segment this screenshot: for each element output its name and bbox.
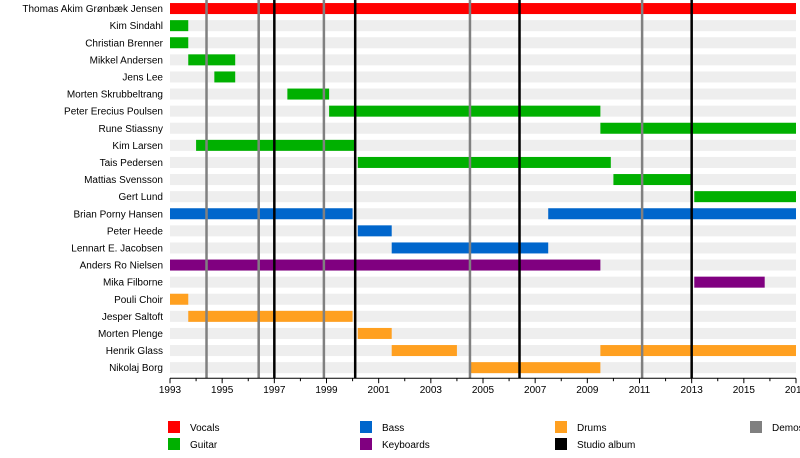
membership-bar bbox=[469, 362, 601, 374]
x-tick-label: 2007 bbox=[524, 385, 547, 396]
legend-label: Guitar bbox=[190, 440, 218, 451]
member-label: Morten Plenge bbox=[98, 329, 163, 340]
row-band bbox=[170, 174, 796, 186]
member-label: Mika Filborne bbox=[103, 278, 163, 289]
member-label: Rune Stiassny bbox=[99, 124, 163, 135]
member-label: Tais Pedersen bbox=[100, 158, 163, 169]
x-tick-label: 2005 bbox=[472, 385, 495, 396]
legend-swatch bbox=[360, 421, 372, 433]
legend-swatch bbox=[750, 421, 762, 433]
membership-bar bbox=[357, 156, 611, 168]
member-label: Thomas Akim Grønbæk Jensen bbox=[22, 4, 163, 15]
legend-swatch bbox=[168, 421, 180, 433]
legend-swatch bbox=[360, 438, 372, 450]
legend-swatch bbox=[555, 421, 567, 433]
row-band bbox=[170, 122, 796, 134]
membership-bar bbox=[600, 122, 796, 134]
membership-bar bbox=[600, 345, 796, 357]
legend: Vocals Guitar Bass Keyboards Drums Studio alb… bbox=[168, 421, 800, 451]
x-tick-label: 2001 bbox=[368, 385, 391, 396]
legend-label: Bass bbox=[382, 423, 404, 434]
x-tick-label: 1993 bbox=[159, 385, 182, 396]
x-tick-label: 2003 bbox=[420, 385, 443, 396]
x-tick-label: 2015 bbox=[733, 385, 756, 396]
x-axis: 1993 1995 1997 1999 2001 2003 2005 2007 2009 2011… bbox=[159, 377, 800, 396]
x-tick-label: 1995 bbox=[211, 385, 234, 396]
member-label: Jens Lee bbox=[122, 72, 163, 83]
member-label: Morten Skrubbeltrang bbox=[67, 90, 163, 101]
member-label: Peter Heede bbox=[107, 226, 164, 237]
member-labels: Thomas Akim Grønbæk Jensen Kim Sindahl Chr… bbox=[22, 4, 163, 374]
x-tick-label: 2011 bbox=[629, 385, 651, 396]
x-tick-label: 2017 bbox=[785, 385, 800, 396]
membership-bar bbox=[329, 105, 601, 117]
row-band bbox=[170, 139, 796, 151]
membership-bar bbox=[694, 276, 765, 288]
member-label: Brian Porny Hansen bbox=[74, 209, 164, 220]
membership-bar bbox=[214, 71, 236, 83]
legend-swatch bbox=[168, 438, 180, 450]
membership-bar bbox=[188, 54, 236, 66]
membership-bar bbox=[694, 191, 796, 203]
row-band bbox=[170, 310, 796, 322]
membership-bar bbox=[287, 88, 330, 100]
x-tick-label: 2009 bbox=[576, 385, 599, 396]
member-label: Henrik Glass bbox=[106, 346, 163, 357]
membership-bar bbox=[170, 208, 353, 220]
membership-bar bbox=[170, 37, 189, 49]
member-label: Jesper Saltoft bbox=[102, 312, 163, 323]
membership-bar bbox=[196, 139, 356, 151]
legend-label: Studio album bbox=[577, 440, 635, 451]
member-label: Lennart E. Jacobsen bbox=[71, 243, 163, 254]
legend-swatch bbox=[555, 438, 567, 450]
legend-label: Demos bbox=[772, 423, 800, 434]
legend-label: Vocals bbox=[190, 423, 219, 434]
membership-bar bbox=[170, 259, 601, 271]
row-band bbox=[170, 191, 796, 203]
member-label: Mikkel Andersen bbox=[90, 55, 163, 66]
member-label: Mattias Svensson bbox=[84, 175, 163, 186]
row-band bbox=[170, 345, 796, 357]
membership-bar bbox=[357, 225, 392, 237]
member-label: Pouli Choir bbox=[114, 295, 164, 306]
row-band bbox=[170, 37, 796, 49]
member-label: Christian Brenner bbox=[85, 38, 163, 49]
row-band bbox=[170, 327, 796, 339]
member-label: Kim Sindahl bbox=[110, 21, 163, 32]
member-label: Gert Lund bbox=[119, 192, 163, 203]
release-event-lines bbox=[205, 0, 693, 379]
x-tick-label: 2013 bbox=[681, 385, 704, 396]
membership-bar bbox=[391, 345, 457, 357]
membership-bar bbox=[170, 20, 189, 32]
row-band bbox=[170, 71, 796, 83]
row-band bbox=[170, 293, 796, 305]
membership-bar bbox=[170, 3, 796, 15]
member-label: Nikolaj Borg bbox=[109, 363, 163, 374]
row-band bbox=[170, 20, 796, 32]
membership-bar bbox=[170, 293, 189, 305]
x-tick-label: 1999 bbox=[315, 385, 338, 396]
membership-bar bbox=[613, 174, 692, 186]
row-band bbox=[170, 208, 796, 220]
row-band bbox=[170, 54, 796, 66]
membership-bar bbox=[188, 310, 353, 322]
legend-label: Keyboards bbox=[382, 440, 430, 451]
member-label: Kim Larsen bbox=[112, 141, 163, 152]
membership-bar bbox=[548, 208, 796, 220]
membership-bar bbox=[357, 327, 392, 339]
legend-label: Drums bbox=[577, 423, 606, 434]
member-label: Peter Erecius Poulsen bbox=[64, 107, 163, 118]
x-tick-label: 1997 bbox=[263, 385, 286, 396]
row-band bbox=[170, 276, 796, 288]
row-band bbox=[170, 88, 796, 100]
member-label: Anders Ro Nielsen bbox=[80, 261, 163, 272]
row-band bbox=[170, 225, 796, 237]
